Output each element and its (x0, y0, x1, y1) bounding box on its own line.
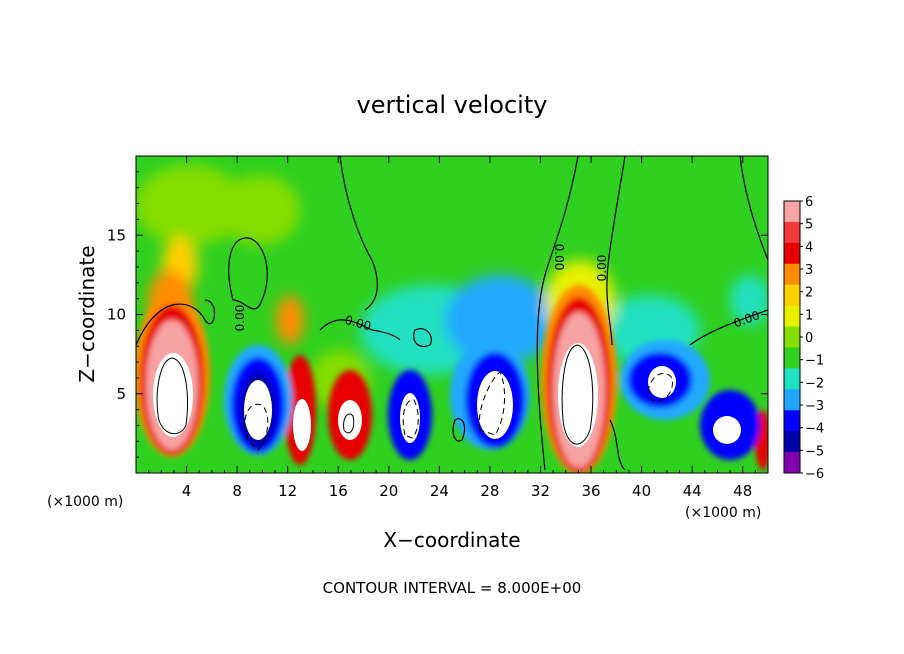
x-tick-label: 28 (480, 482, 499, 500)
negative-contours (244, 371, 674, 451)
colorbar-label: −5 (805, 444, 824, 459)
colorbar-label: 0 (805, 331, 813, 346)
colorbar-label: −1 (805, 354, 824, 369)
colorbar-label: 5 (805, 218, 813, 233)
colorbar-label: 3 (805, 263, 813, 278)
x-tick-label: 20 (379, 482, 398, 500)
x-tick-label: 32 (531, 482, 550, 500)
x-tick-label: 48 (733, 482, 752, 500)
x-tick-label: 44 (683, 482, 702, 500)
x-tick-label: 40 (632, 482, 651, 500)
x-tick-label: 24 (430, 482, 449, 500)
colorbar-label: −2 (805, 376, 824, 391)
y-tick-label: 10 (107, 306, 126, 324)
colorbar-swatch (784, 305, 800, 328)
colorbar-swatch (784, 326, 800, 348)
colorbar-swatch (784, 284, 800, 307)
colorbar-label: 1 (805, 308, 813, 323)
zero-contours (136, 156, 768, 471)
x-tick-label: 8 (232, 482, 242, 500)
z-unit-label: (×1000 m) (47, 494, 123, 510)
colorbar-label: −4 (805, 422, 824, 437)
chart-title: vertical velocity (357, 91, 548, 119)
x-axis: 4 8 12 16 20 24 28 32 36 40 44 48 (148, 156, 756, 500)
colorbar-swatch (784, 389, 800, 411)
y-axis: 5 10 15 (107, 171, 768, 458)
y-tick-label: 15 (107, 226, 126, 244)
peak-cores (153, 343, 741, 451)
contour-label: 0.00 (233, 305, 247, 332)
colorbar-swatch (784, 263, 800, 286)
colorbar: 6 5 4 3 2 1 0 −1 −2 −3 −4 −5 −6 (783, 195, 824, 482)
colorbar-swatch (784, 410, 800, 432)
contour-interval-note: CONTOUR INTERVAL = 8.000E+00 (323, 579, 582, 597)
colorbar-label: 4 (805, 240, 813, 255)
colorbar-label: 6 (805, 195, 813, 210)
colorbar-swatch (784, 221, 800, 244)
contour-label: 0.00 (595, 255, 609, 282)
x-tick-label: 4 (182, 482, 192, 500)
x-unit-label: (×1000 m) (685, 505, 761, 521)
colorbar-label: −3 (805, 399, 824, 414)
x-tick-label: 16 (329, 482, 348, 500)
x-tick-label: 36 (581, 482, 600, 500)
positive-contours (156, 344, 594, 445)
colorbar-swatch (784, 431, 800, 453)
x-axis-label: X−coordinate (383, 528, 520, 552)
colorbar-label: 2 (805, 286, 813, 301)
x-tick-label: 12 (278, 482, 297, 500)
colorbar-swatch (784, 368, 800, 390)
y-tick-label: 5 (116, 385, 126, 403)
plot-area: 0.00 0.000.00 0.000.00 (136, 156, 768, 473)
colorbar-swatch (784, 347, 800, 369)
colorbar-label: −6 (805, 467, 824, 482)
y-axis-label: Z−coordinate (75, 245, 99, 382)
contour-label: 0.00 (343, 313, 372, 333)
contour-label: 0.00 (552, 244, 566, 271)
colorbar-swatch (784, 452, 800, 474)
colorbar-swatch (784, 242, 800, 265)
colorbar-swatch (784, 201, 800, 223)
